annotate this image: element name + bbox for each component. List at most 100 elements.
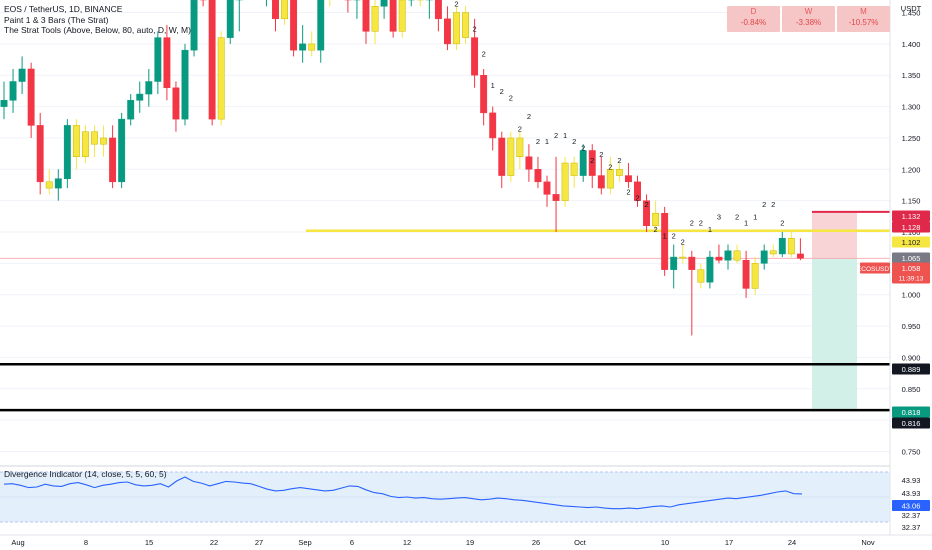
oscillator-title[interactable]: Divergence Indicator (14, close, 5, 5, 6… bbox=[4, 469, 167, 479]
candle bbox=[45, 169, 53, 195]
strat-label: 1 bbox=[663, 231, 667, 240]
candle-body bbox=[498, 137, 506, 176]
tag-bg bbox=[892, 221, 930, 233]
candle-body bbox=[181, 49, 189, 120]
candle bbox=[329, 0, 331, 7]
indicator-legend[interactable]: Paint 1 & 3 Bars (The Strat) bbox=[4, 14, 109, 25]
candle-body bbox=[453, 12, 460, 45]
candle-body bbox=[597, 175, 605, 189]
candle-body bbox=[299, 43, 307, 51]
candles bbox=[0, 0, 804, 336]
candle bbox=[652, 200, 660, 232]
perf-label: W bbox=[804, 7, 813, 16]
candle bbox=[697, 263, 705, 289]
candle bbox=[54, 169, 62, 201]
tag-bg bbox=[892, 236, 930, 248]
tag-text: 43.06 bbox=[902, 502, 921, 511]
perf-value: -10.57% bbox=[848, 18, 879, 27]
strat-label: 2 bbox=[599, 150, 603, 159]
time-tick: 17 bbox=[725, 538, 733, 547]
candle bbox=[453, 6, 460, 51]
candle-body bbox=[63, 125, 71, 179]
candle bbox=[561, 156, 569, 207]
time-tick: 15 bbox=[145, 538, 153, 547]
oscillator-line bbox=[3, 476, 803, 510]
candle-body bbox=[389, 0, 397, 32]
candle bbox=[0, 81, 8, 120]
candle-body bbox=[226, 0, 234, 38]
candle-body bbox=[127, 100, 135, 120]
candle-body bbox=[163, 37, 171, 89]
strat-label: 2 bbox=[654, 225, 658, 234]
price-tick: 0.900 bbox=[902, 353, 921, 362]
candle bbox=[362, 0, 370, 44]
oscillator-tick: 43.93 bbox=[902, 476, 921, 485]
time-tick: 27 bbox=[255, 538, 263, 547]
horizontal-lines[interactable] bbox=[0, 229, 890, 412]
candle-body bbox=[136, 93, 144, 101]
candle-body bbox=[670, 256, 678, 270]
candle-body bbox=[217, 37, 225, 120]
time-axis[interactable]: Aug 8 15 22 27 Sep 6 12 19 26 Oct 10 17 24 Nov bbox=[0, 534, 932, 547]
candle-body bbox=[742, 259, 750, 289]
indicator-legend[interactable]: The Strat Tools (Above, Below, 80, auto,… bbox=[4, 25, 191, 35]
candle bbox=[552, 156, 560, 232]
price-tick: 0.750 bbox=[902, 447, 921, 456]
candle-body bbox=[652, 212, 660, 226]
strat-label: 2 bbox=[454, 0, 458, 8]
symbol-title[interactable]: EOS / TetherUS, 1D, BINANCE bbox=[4, 4, 123, 14]
candle-body bbox=[398, 0, 406, 32]
tag-bg bbox=[892, 500, 930, 511]
price-tick: 1.300 bbox=[902, 103, 921, 112]
axis-currency: USDT bbox=[901, 4, 922, 13]
candle bbox=[91, 125, 98, 157]
candle-body bbox=[72, 125, 80, 158]
candle bbox=[226, 0, 234, 44]
time-tick: Sep bbox=[298, 538, 311, 547]
candle bbox=[516, 131, 524, 170]
tag-text: 0.818 bbox=[902, 408, 921, 417]
perf-value: -3.38% bbox=[795, 18, 822, 27]
price-tick: 1.200 bbox=[902, 165, 921, 174]
perf-label: M bbox=[860, 7, 867, 16]
strat-label: 2 bbox=[635, 194, 639, 203]
tag-text: 1.058 bbox=[902, 264, 921, 273]
candle bbox=[796, 238, 804, 261]
strat-label: 2 bbox=[672, 231, 676, 240]
candle-body bbox=[190, 0, 198, 51]
tag-text: 1.128 bbox=[902, 223, 921, 232]
time-tick: Aug bbox=[11, 538, 24, 547]
candle-body bbox=[697, 269, 705, 283]
candle-body bbox=[489, 112, 497, 139]
price-tag: 1.065 bbox=[892, 252, 930, 264]
oscillator-tick: 43.93 bbox=[902, 489, 921, 498]
candle-body bbox=[145, 81, 153, 95]
candle-body bbox=[606, 169, 614, 189]
candle bbox=[127, 94, 135, 126]
tag-bg bbox=[892, 363, 930, 375]
price-tick: 1.150 bbox=[902, 197, 921, 206]
candle bbox=[507, 131, 515, 182]
candle-body bbox=[118, 118, 126, 183]
candle-body bbox=[172, 87, 180, 120]
candle bbox=[172, 81, 180, 132]
candle bbox=[543, 175, 551, 207]
chart-legend: EOS / TetherUS, 1D, BINANCE Paint 1 & 3 … bbox=[4, 4, 191, 36]
price-tags: 1.132 1.128 1.102 1.065 ECOSUSDT 1.058 11:39:1… bbox=[857, 210, 930, 429]
strat-label: 2 bbox=[626, 187, 630, 196]
strat-label: 2 bbox=[590, 156, 594, 165]
candle-body bbox=[0, 100, 8, 107]
strat-label: 2 bbox=[608, 162, 612, 171]
candle-body bbox=[45, 181, 53, 189]
candle bbox=[588, 144, 596, 189]
candle bbox=[489, 106, 497, 151]
candle bbox=[235, 0, 243, 32]
candle-body bbox=[715, 256, 723, 261]
candle bbox=[534, 156, 542, 189]
price-tag: 11:39:13 bbox=[892, 272, 930, 284]
time-tick: 22 bbox=[210, 538, 218, 547]
candle bbox=[661, 206, 669, 276]
short-position-box[interactable] bbox=[0, 210, 890, 409]
candle-body bbox=[362, 0, 370, 32]
